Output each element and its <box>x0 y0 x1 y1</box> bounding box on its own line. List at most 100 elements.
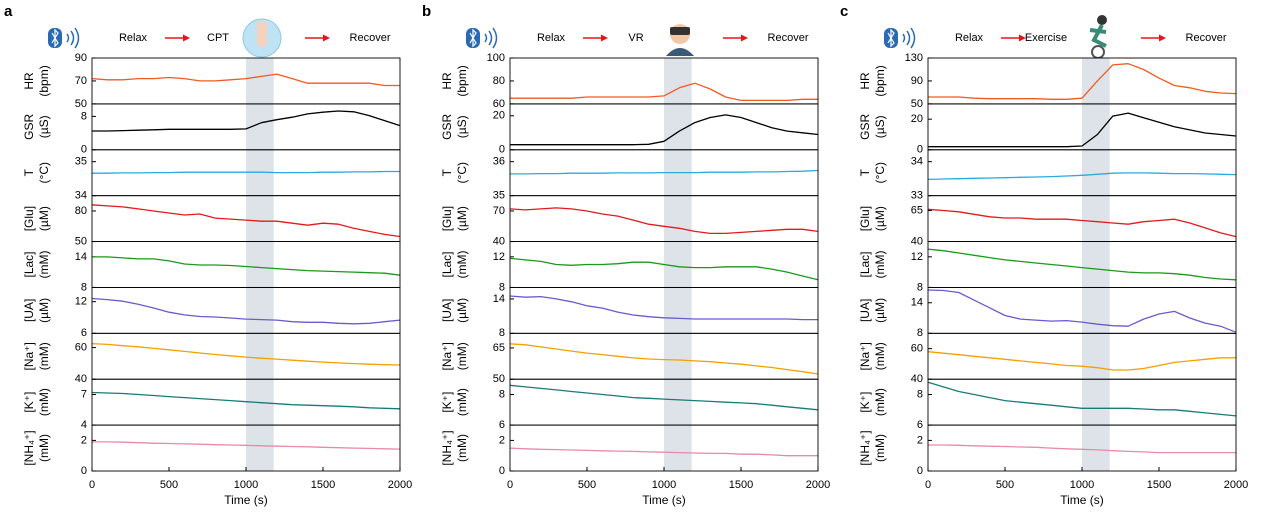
stimulus-window <box>246 58 274 471</box>
x-axis-label: Time (s) <box>1060 493 1104 507</box>
x-tick-label: 500 <box>578 479 596 491</box>
data-line <box>509 343 819 375</box>
y-tick-label: 0 <box>917 465 923 477</box>
y-axis-label: (µM) <box>873 298 887 323</box>
y-tick-label: 8 <box>499 281 505 293</box>
y-axis-label: [Glu] <box>22 206 36 231</box>
signal-waves <box>902 27 916 49</box>
y-axis-label: T <box>858 168 872 176</box>
y-axis-label: (mM) <box>873 434 887 462</box>
panel-label: c <box>840 3 848 20</box>
y-tick-label: 40 <box>75 373 87 385</box>
y-axis-label: [UA] <box>440 299 454 322</box>
y-axis-label: (mM) <box>455 342 469 370</box>
protocol-step: Recover <box>350 32 391 44</box>
data-line <box>509 207 819 235</box>
stimulus-window <box>1082 58 1110 471</box>
y-axis-label: (µS) <box>873 115 887 138</box>
y-axis-label: (mM) <box>455 388 469 416</box>
y-tick-label: 70 <box>493 205 505 217</box>
data-line <box>510 114 819 146</box>
y-tick-label: 2 <box>81 434 87 446</box>
y-tick-label: 130 <box>905 52 923 64</box>
data-line <box>927 172 1237 181</box>
protocol-step: Relax <box>537 32 566 44</box>
y-tick-label: 60 <box>911 343 923 355</box>
arrow-head <box>323 34 330 42</box>
protocol-step: Exercise <box>1025 32 1067 44</box>
y-tick-label: 8 <box>499 388 505 400</box>
y-tick-label: 80 <box>493 75 505 87</box>
x-tick-label: 1500 <box>311 479 335 491</box>
y-axis-label: [K⁺] <box>858 392 872 413</box>
y-tick-label: 8 <box>499 327 505 339</box>
y-tick-label: 35 <box>75 156 87 168</box>
y-axis-label: (mM) <box>455 251 469 279</box>
y-axis-label: (µM) <box>873 206 887 231</box>
x-tick-label: 1000 <box>652 479 676 491</box>
y-axis-label: (mM) <box>37 342 51 370</box>
y-tick-label: 0 <box>81 144 87 156</box>
y-axis-label: (µM) <box>37 206 51 231</box>
vr-headset <box>670 27 690 35</box>
data-line <box>91 391 401 410</box>
arrow-head <box>1019 34 1026 42</box>
y-axis-label: (°C) <box>455 162 469 183</box>
x-axis-label: Time (s) <box>642 493 686 507</box>
data-line <box>927 248 1237 281</box>
data-line <box>927 289 1237 333</box>
y-axis-label: HR <box>22 72 36 90</box>
y-axis-label: [K⁺] <box>440 392 454 413</box>
y-tick-label: 8 <box>81 281 87 293</box>
data-line <box>928 63 1237 100</box>
y-axis-label: [NH₄⁺] <box>22 430 36 465</box>
y-axis-label: (µS) <box>455 115 469 138</box>
arrow-head <box>183 34 190 42</box>
y-tick-label: 8 <box>917 327 923 339</box>
y-tick-label: 80 <box>75 205 87 217</box>
y-axis-label: [Lac] <box>22 251 36 277</box>
protocol-step: Recover <box>1186 32 1227 44</box>
data-line <box>92 441 401 450</box>
y-axis-label: [Glu] <box>440 206 454 231</box>
y-axis-label: GSR <box>22 114 36 140</box>
y-axis-label: HR <box>858 72 872 90</box>
y-tick-label: 0 <box>499 144 505 156</box>
cyclist-body <box>1089 24 1107 48</box>
y-axis-label: [Na⁺] <box>22 342 36 370</box>
hand-icon <box>257 22 267 47</box>
x-tick-label: 2000 <box>388 479 412 491</box>
y-axis-label: GSR <box>440 114 454 140</box>
y-axis-label: [UA] <box>22 299 36 322</box>
data-line <box>927 208 1237 238</box>
y-tick-label: 7 <box>81 388 87 400</box>
y-axis-label: (mM) <box>37 388 51 416</box>
y-axis-label: (mM) <box>873 251 887 279</box>
protocol-step: CPT <box>207 32 229 44</box>
y-tick-label: 8 <box>81 110 87 122</box>
y-tick-label: 65 <box>911 204 923 216</box>
x-tick-label: 1000 <box>234 479 258 491</box>
y-tick-label: 2 <box>917 434 923 446</box>
x-tick-label: 500 <box>160 479 178 491</box>
y-axis-label: (mM) <box>37 434 51 462</box>
x-tick-label: 500 <box>996 479 1014 491</box>
y-axis-label: (°C) <box>873 162 887 183</box>
data-line <box>91 73 400 87</box>
y-tick-label: 14 <box>911 297 923 309</box>
y-axis-label: (µM) <box>455 298 469 323</box>
y-tick-label: 0 <box>499 465 505 477</box>
data-line <box>91 342 401 366</box>
data-line <box>91 204 401 238</box>
arrow-head <box>1159 34 1166 42</box>
signal-waves <box>66 27 80 49</box>
y-tick-label: 20 <box>493 110 505 122</box>
y-axis-label: (mM) <box>37 251 51 279</box>
data-line <box>927 381 1237 417</box>
y-axis-label: (mM) <box>873 342 887 370</box>
arrow-head <box>601 34 608 42</box>
y-tick-label: 60 <box>493 98 505 110</box>
y-axis-label: [K⁺] <box>22 392 36 413</box>
